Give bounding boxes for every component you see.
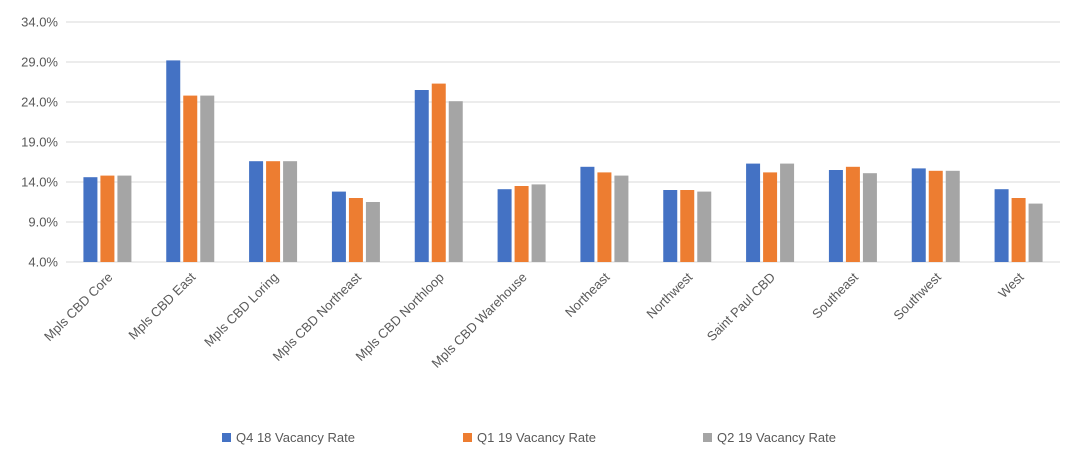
legend-swatch bbox=[703, 433, 712, 442]
legend-swatch bbox=[463, 433, 472, 442]
bar bbox=[200, 95, 215, 262]
legend-swatch bbox=[222, 433, 231, 442]
x-tick-label: West bbox=[995, 269, 1027, 301]
y-tick-label: 34.0% bbox=[21, 15, 58, 30]
grid-layer bbox=[66, 21, 1060, 263]
x-axis-tick-labels: Mpls CBD Core Mpls CBD East Mpls CBD Lorin… bbox=[41, 269, 1027, 370]
bar bbox=[365, 202, 380, 262]
bar bbox=[100, 175, 115, 262]
bar bbox=[83, 177, 98, 262]
x-tick-label: Mpls CBD Northloop bbox=[352, 270, 446, 364]
x-tick-label: Southwest bbox=[890, 269, 944, 323]
x-tick-label: Southeast bbox=[809, 269, 861, 321]
bar bbox=[414, 90, 429, 262]
bar bbox=[1028, 203, 1043, 262]
bar bbox=[994, 189, 1009, 262]
y-tick-label: 4.0% bbox=[28, 255, 58, 270]
legend-label: Q2 19 Vacancy Rate bbox=[717, 430, 836, 445]
x-tick-label: Northeast bbox=[562, 269, 613, 320]
x-tick-label: Saint Paul CBD bbox=[704, 270, 778, 344]
x-tick-label: Mpls CBD Core bbox=[41, 270, 115, 344]
bar bbox=[697, 191, 712, 262]
bar bbox=[911, 168, 926, 262]
bar bbox=[597, 172, 612, 262]
bar bbox=[249, 161, 264, 262]
x-tick-label: Mpls CBD Loring bbox=[201, 270, 281, 350]
y-axis-tick-labels: 4.0% 9.0% 14.0% 19.0% 24.0% 29.0% 34.0% bbox=[21, 15, 58, 270]
bar bbox=[283, 161, 298, 262]
bar bbox=[266, 161, 281, 262]
bar bbox=[780, 163, 795, 262]
y-tick-label: 19.0% bbox=[21, 135, 58, 150]
bar bbox=[497, 189, 512, 262]
y-tick-label: 29.0% bbox=[21, 55, 58, 70]
bar bbox=[431, 83, 446, 262]
bar bbox=[514, 186, 529, 262]
bars bbox=[83, 60, 1043, 263]
legend: Q4 18 Vacancy Rate Q1 19 Vacancy Rate Q2 1… bbox=[222, 430, 836, 445]
bar bbox=[746, 163, 761, 262]
x-tick-label: Mpls CBD Warehouse bbox=[428, 270, 529, 371]
x-tick-label: Mpls CBD Northeast bbox=[270, 269, 365, 364]
bar bbox=[331, 191, 346, 262]
x-tick-label: Northwest bbox=[643, 269, 695, 321]
legend-label: Q4 18 Vacancy Rate bbox=[236, 430, 355, 445]
y-tick-label: 9.0% bbox=[28, 215, 58, 230]
bar bbox=[828, 170, 843, 262]
y-tick-label: 14.0% bbox=[21, 175, 58, 190]
bar bbox=[680, 190, 695, 262]
bar bbox=[348, 198, 363, 262]
bar bbox=[531, 184, 546, 262]
bar bbox=[183, 95, 198, 262]
y-tick-label: 24.0% bbox=[21, 95, 58, 110]
bar bbox=[1011, 198, 1026, 262]
bar bbox=[166, 60, 181, 263]
bar bbox=[928, 170, 943, 262]
bar bbox=[862, 173, 877, 262]
bar bbox=[614, 175, 629, 262]
bar bbox=[580, 166, 595, 262]
bar bbox=[448, 101, 463, 262]
bar bbox=[763, 172, 778, 262]
bar bbox=[663, 190, 678, 262]
bar bbox=[845, 166, 860, 262]
x-tick-label: Mpls CBD East bbox=[125, 269, 198, 342]
bar bbox=[945, 170, 960, 262]
legend-label: Q1 19 Vacancy Rate bbox=[477, 430, 596, 445]
bar bbox=[117, 175, 132, 262]
